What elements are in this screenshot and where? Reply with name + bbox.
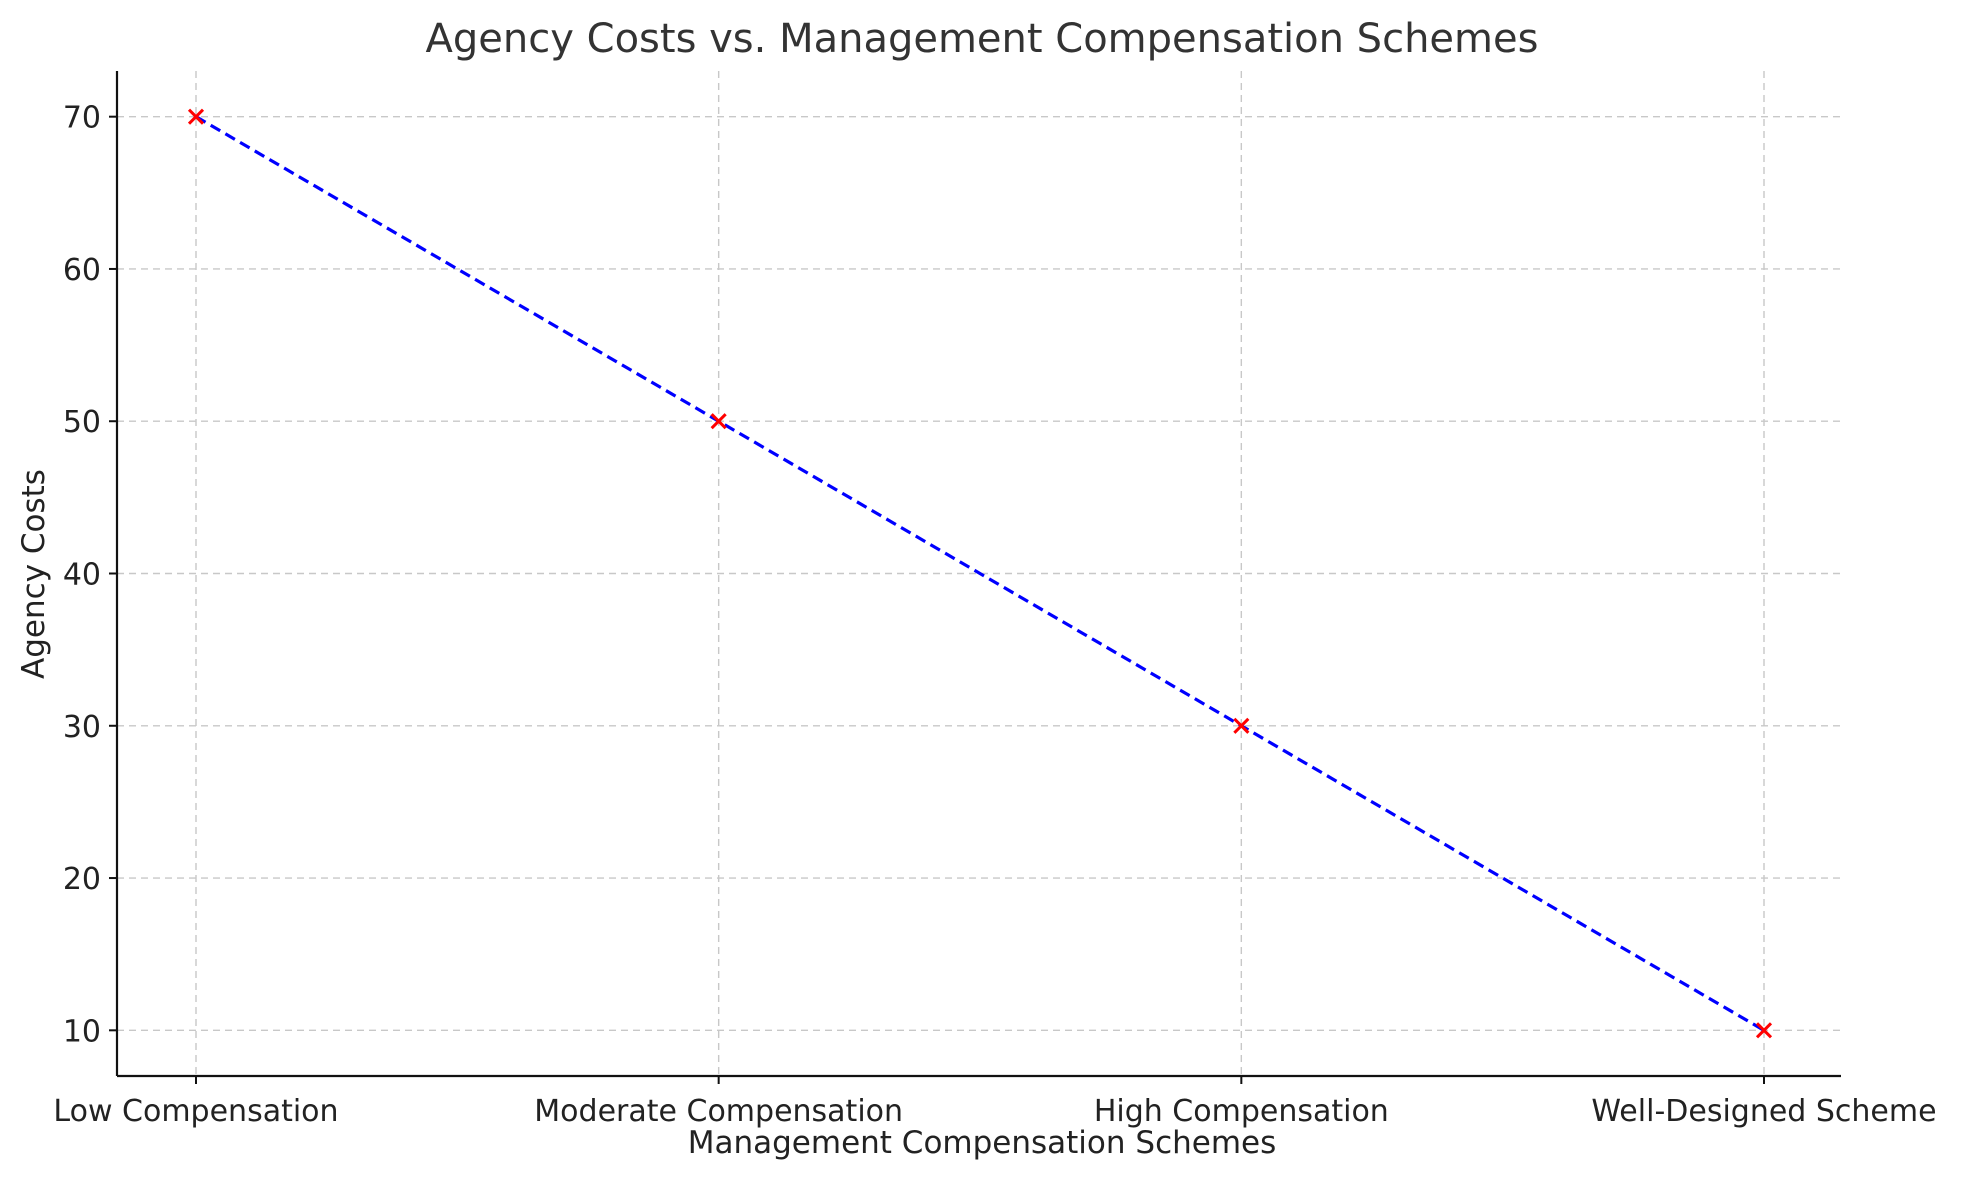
y-axis-label: Agency Costs — [16, 469, 52, 679]
y-tick-label-40: 40 — [63, 558, 101, 593]
y-tick-label-60: 60 — [63, 253, 101, 288]
data-point-0-0 — [187, 108, 205, 125]
x-tick-label-2: High Compensation — [1094, 1094, 1389, 1129]
tick-labels: 10 20 30 40 50 60 70 Low Compensation Moderate C… — [53, 101, 1936, 1129]
data-point-0-3 — [1755, 1022, 1773, 1039]
x-marker-stroke-b — [1755, 1022, 1773, 1039]
x-tick-label-0: Low Compensation — [53, 1094, 338, 1129]
y-tick-label-30: 30 — [63, 710, 101, 745]
data-point-0-1 — [710, 413, 727, 430]
x-tick-label-3: Well-Designed Scheme — [1591, 1094, 1936, 1129]
x-tick-label-1: Moderate Compensation — [534, 1094, 903, 1129]
y-tick-label-70: 70 — [63, 101, 101, 136]
x-marker-stroke-b — [187, 108, 205, 125]
x-marker-stroke-b — [710, 413, 727, 430]
y-tick-label-50: 50 — [63, 405, 101, 440]
series-line-0 — [195, 115, 1765, 1032]
y-tick-label-20: 20 — [63, 862, 101, 897]
axes — [109, 71, 1841, 1084]
data-point-0-2 — [1233, 717, 1250, 734]
chart-title: Agency Costs vs. Management Compensation… — [426, 16, 1539, 62]
series-layer — [187, 108, 1773, 1039]
y-tick-label-10: 10 — [63, 1014, 101, 1049]
x-axis-label: Management Compensation Schemes — [688, 1125, 1277, 1161]
x-marker-stroke-b — [1233, 717, 1250, 734]
